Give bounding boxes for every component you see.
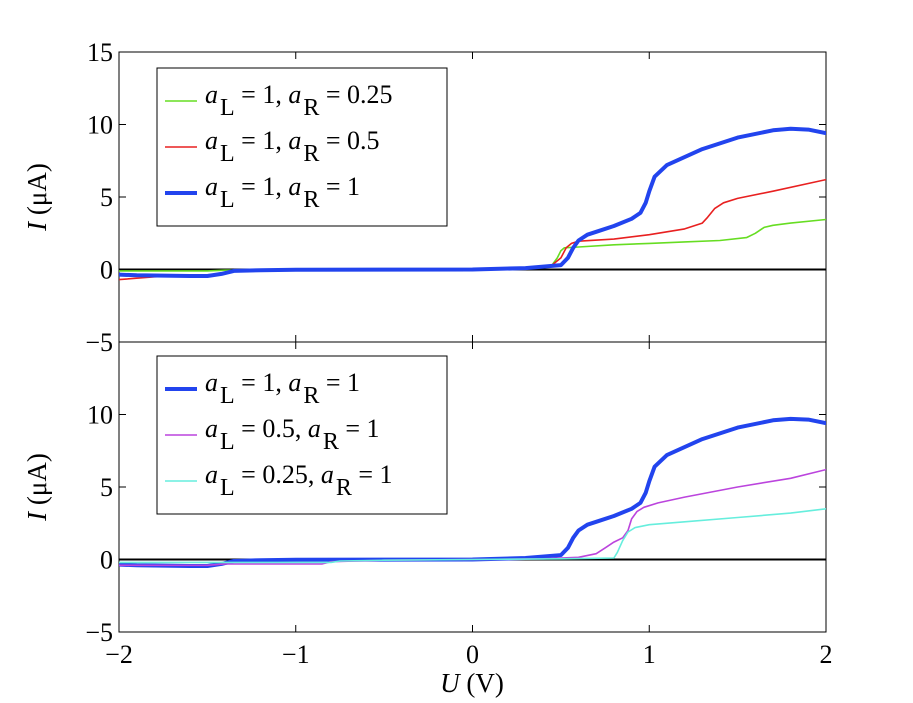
- y-tick-label: 5: [100, 183, 113, 212]
- y-tick-label: 0: [100, 546, 113, 575]
- y-axis-label: I (μA): [22, 163, 52, 232]
- bottom-panel: −5 0 5 10 I (μA) aL = 1, aR = 1 aL = 0.5, aR =…: [22, 341, 827, 647]
- x-axis-label: U (V): [440, 668, 504, 698]
- x-tick-label: 1: [643, 640, 656, 669]
- y-tick-label: −5: [85, 618, 113, 647]
- legend-entry: aL = 1, aR = 1: [205, 172, 360, 213]
- legend-box: [156, 67, 448, 227]
- y-tick-label: 5: [100, 473, 113, 502]
- y-tick-label: 15: [87, 38, 113, 67]
- legend-box: [156, 355, 448, 515]
- y-tick-label: 10: [87, 111, 113, 140]
- shared-x-axis: −2 −1 0 1 2 U (V): [105, 640, 832, 698]
- legend-entry: aL = 0.25, aR = 1: [205, 460, 393, 501]
- series-line-3: [119, 507, 826, 564]
- series-line-3: [119, 126, 826, 278]
- legend-entry: aL = 1, aR = 0.5: [205, 126, 380, 167]
- legend-entry: aL = 1, aR = 1: [205, 368, 360, 409]
- legend: aL = 1, aR = 1 aL = 0.5, aR = 1 aL = 0.25,…: [156, 355, 448, 515]
- x-tick-label: −2: [105, 640, 133, 669]
- legend-entry: aL = 1, aR = 0.25: [205, 80, 393, 121]
- x-tick-label: 0: [466, 640, 479, 669]
- y-tick-label: 10: [87, 401, 113, 430]
- legend-entry: aL = 0.5, aR = 1: [205, 414, 380, 455]
- legend: aL = 1, aR = 0.25 aL = 1, aR = 0.5 aL = 1,…: [156, 67, 448, 227]
- y-tick-label: −5: [85, 328, 113, 357]
- x-tick-label: −1: [282, 640, 310, 669]
- y-tick-label: 0: [100, 256, 113, 285]
- series-line-1: [119, 218, 826, 272]
- series-line-2: [119, 468, 826, 567]
- y-axis-label: I (μA): [22, 453, 52, 522]
- x-tick-label: 2: [820, 640, 833, 669]
